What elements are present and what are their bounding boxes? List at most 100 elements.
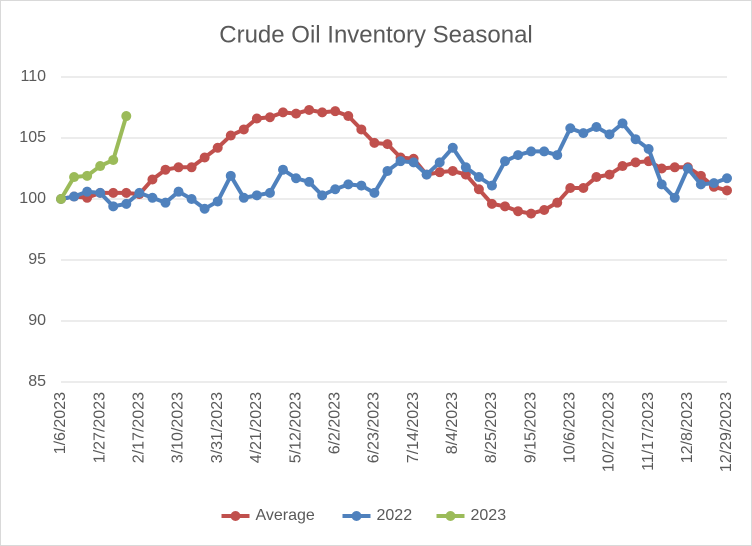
point (682, 163, 693, 174)
point (173, 186, 184, 197)
point (617, 118, 628, 129)
point (473, 184, 484, 195)
point (199, 203, 210, 214)
point (552, 150, 563, 161)
point (473, 172, 484, 183)
point (708, 178, 719, 189)
point (212, 196, 223, 207)
x-tick-label: 5/12/2023 (287, 392, 304, 463)
point (500, 156, 510, 167)
point (225, 170, 236, 181)
point (82, 186, 93, 197)
point (382, 165, 393, 176)
point (121, 187, 132, 198)
x-tick-label: 10/6/2023 (562, 392, 579, 463)
point (238, 124, 249, 135)
point (82, 170, 93, 181)
x-tick-label: 9/15/2023 (522, 392, 539, 463)
point (630, 134, 641, 145)
point (500, 201, 510, 212)
point (722, 173, 732, 184)
point (343, 111, 354, 122)
legend-item: 2022 (342, 507, 413, 524)
point (317, 107, 328, 118)
point (147, 192, 158, 203)
x-tick-label: 6/2/2023 (326, 392, 343, 454)
y-tick-label: 100 (19, 190, 46, 207)
point (460, 162, 471, 173)
point (656, 179, 667, 190)
point (304, 176, 315, 187)
point (108, 201, 119, 212)
point (565, 183, 576, 194)
point (251, 113, 262, 124)
point (565, 123, 576, 134)
point (460, 169, 471, 180)
point (395, 156, 406, 167)
point (669, 192, 680, 203)
point (108, 154, 119, 165)
point (291, 108, 302, 119)
point (56, 194, 66, 204)
point (317, 190, 328, 201)
legend-marker (230, 511, 241, 521)
x-tick-label: 1/27/2023 (91, 392, 108, 463)
legend-item: Average (221, 507, 315, 524)
point (95, 161, 106, 172)
legend-marker (445, 511, 456, 521)
point (382, 139, 393, 150)
point (643, 143, 654, 154)
x-tick-label: 3/10/2023 (170, 392, 187, 463)
point (343, 179, 354, 190)
point (147, 174, 158, 185)
point (278, 164, 288, 175)
point (578, 183, 589, 194)
point (251, 190, 262, 201)
x-tick-label: 7/14/2023 (405, 392, 422, 463)
point (486, 180, 497, 191)
point (408, 157, 419, 168)
point (434, 157, 445, 168)
x-tick-label: 3/31/2023 (209, 392, 226, 463)
legend-marker (351, 511, 362, 521)
point (513, 150, 524, 161)
point (539, 146, 550, 157)
point (630, 157, 641, 168)
point (617, 161, 628, 172)
point (722, 185, 732, 196)
legend-label: 2022 (377, 507, 413, 524)
y-tick-label: 90 (28, 312, 46, 329)
point (160, 197, 171, 208)
point (421, 169, 432, 180)
point (199, 152, 210, 163)
point (369, 137, 380, 148)
point (69, 191, 80, 202)
legend-label: 2023 (471, 507, 507, 524)
point (578, 128, 589, 139)
point (238, 192, 249, 203)
point (108, 187, 119, 198)
point (604, 129, 615, 140)
point (526, 208, 537, 219)
point (695, 179, 706, 190)
series-line (60, 107, 728, 216)
x-tick-label: 12/8/2023 (679, 392, 696, 463)
x-tick-label: 8/4/2023 (444, 392, 461, 454)
point (134, 187, 145, 198)
point (264, 112, 275, 123)
point (539, 204, 550, 215)
point (447, 165, 458, 176)
point (330, 106, 341, 117)
point (278, 107, 288, 118)
point (369, 187, 380, 198)
x-tick-label: 10/27/2023 (601, 392, 618, 472)
legend-label: Average (256, 507, 315, 524)
point (552, 197, 563, 208)
x-tick-label: 12/29/2023 (718, 392, 735, 472)
x-tick-label: 4/21/2023 (248, 392, 265, 463)
point (69, 172, 80, 183)
point (173, 162, 184, 173)
point (121, 198, 132, 209)
point (604, 169, 615, 180)
